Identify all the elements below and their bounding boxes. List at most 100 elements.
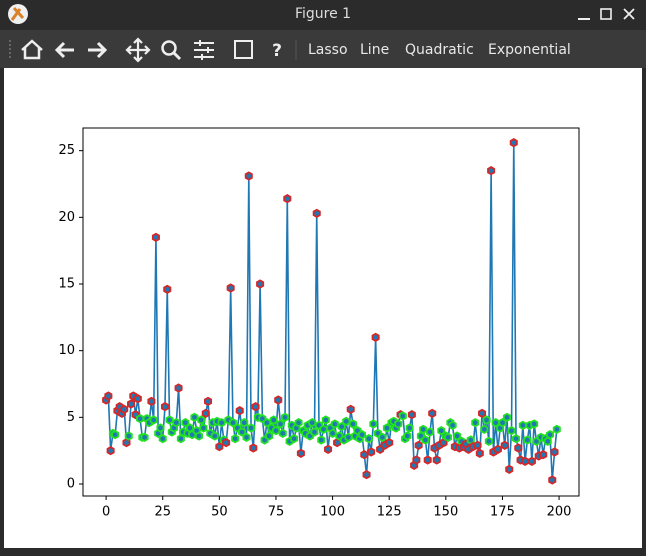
data-point (550, 447, 559, 457)
data-point (482, 415, 491, 425)
close-button[interactable] (623, 8, 635, 20)
data-point (523, 435, 532, 445)
data-point (235, 406, 244, 416)
data-point (215, 442, 224, 452)
data-point (163, 284, 172, 294)
maximize-button[interactable] (600, 8, 612, 20)
help-button[interactable]: ? (272, 41, 282, 61)
data-point (421, 435, 430, 445)
data-point (500, 440, 509, 450)
data-point (403, 431, 412, 441)
back-button[interactable] (54, 41, 74, 59)
data-point (478, 408, 487, 418)
data-point (274, 395, 283, 405)
data-point (428, 408, 437, 418)
save-button[interactable] (234, 40, 253, 59)
data-point (174, 383, 183, 393)
zoom-button[interactable] (161, 40, 177, 56)
x-tick-label: 125 (377, 505, 402, 520)
line-button[interactable]: Line (360, 42, 389, 58)
data-point (172, 418, 181, 428)
data-point (512, 434, 521, 444)
data-point (247, 423, 256, 433)
data-point (276, 419, 285, 429)
y-tick-label: 0 (67, 477, 75, 492)
data-point (124, 431, 133, 441)
data-point (505, 464, 514, 474)
forward-button[interactable] (88, 41, 108, 59)
lasso-button[interactable]: Lasso (308, 42, 348, 58)
data-point (149, 415, 158, 425)
data-point (328, 428, 337, 438)
data-point (502, 412, 511, 422)
data-point (358, 430, 367, 440)
data-point (222, 438, 231, 448)
data-point (346, 404, 355, 414)
x-tick-label: 100 (320, 505, 345, 520)
data-point (294, 418, 303, 428)
data-point (527, 456, 536, 466)
x-tick-label: 25 (154, 505, 171, 520)
data-point (471, 418, 480, 428)
data-point (518, 420, 527, 430)
data-point (190, 412, 199, 422)
x-tick-label: 0 (102, 505, 110, 520)
data-point (226, 283, 235, 293)
quadratic-button[interactable]: Quadratic (405, 42, 474, 58)
data-point (371, 332, 380, 342)
app-icon-glyph (10, 6, 25, 21)
zoom-button-handle[interactable] (172, 51, 182, 61)
data-point (197, 415, 206, 425)
data-point (484, 436, 493, 446)
data-point (265, 431, 274, 441)
data-point (290, 434, 299, 444)
data-point (348, 419, 357, 429)
data-point (480, 424, 489, 434)
data-point (425, 427, 434, 437)
data-point (133, 394, 142, 404)
exponential-button[interactable]: Exponential (488, 42, 571, 58)
data-point (423, 455, 432, 465)
home-button[interactable] (21, 39, 43, 60)
x-tick-label: 175 (490, 505, 515, 520)
data-point (199, 423, 208, 433)
data-point (181, 418, 190, 428)
data-point (362, 470, 371, 480)
data-point (111, 430, 120, 440)
data-point (530, 419, 539, 429)
data-point (552, 424, 561, 434)
data-point (251, 402, 260, 412)
data-point (405, 423, 414, 433)
data-point (448, 420, 457, 430)
data-point (151, 232, 160, 242)
x-tick-label: 75 (268, 505, 285, 520)
data-point (432, 455, 441, 465)
data-point (176, 434, 185, 444)
data-point (475, 448, 484, 458)
data-point (165, 415, 174, 425)
configure-button[interactable] (194, 40, 214, 60)
data-point (473, 440, 482, 450)
data-point (204, 396, 213, 406)
data-point (407, 410, 416, 420)
data-point (444, 432, 453, 442)
data-point (278, 428, 287, 438)
data-point (283, 194, 292, 204)
data-point (237, 427, 247, 437)
data-point (296, 448, 305, 458)
data-point (210, 431, 219, 441)
y-tick-label: 10 (58, 343, 75, 358)
data-point (194, 431, 203, 441)
data-point (360, 450, 369, 460)
y-tick-label: 15 (58, 277, 75, 292)
data-point (453, 431, 462, 441)
data-point (271, 426, 280, 436)
data-point (394, 419, 403, 429)
data-point (104, 391, 113, 401)
data-point (507, 426, 516, 436)
data-point (158, 434, 167, 444)
pan-button[interactable] (125, 37, 151, 63)
x-tick-label: 50 (211, 505, 228, 520)
data-point (543, 436, 552, 446)
